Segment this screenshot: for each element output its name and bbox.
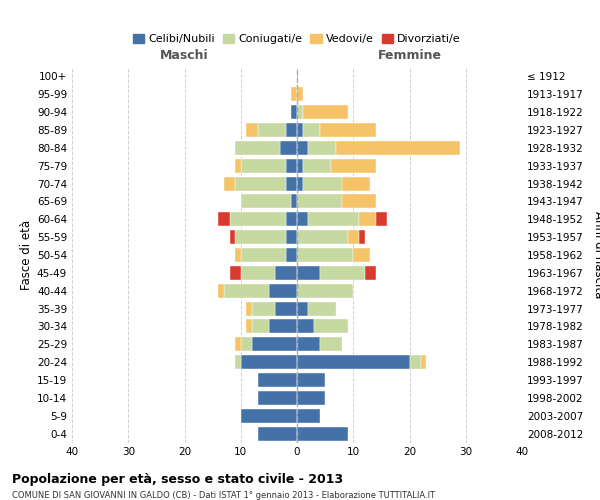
Bar bbox=[292, 88, 297, 101]
Bar bbox=[297, 159, 302, 172]
Bar bbox=[235, 230, 286, 244]
Bar bbox=[376, 212, 387, 226]
Bar bbox=[297, 105, 302, 119]
Bar bbox=[353, 248, 370, 262]
Bar bbox=[252, 338, 297, 351]
Text: Popolazione per età, sesso e stato civile - 2013: Popolazione per età, sesso e stato civil… bbox=[12, 472, 343, 486]
Bar bbox=[218, 284, 224, 298]
Bar bbox=[235, 159, 241, 172]
Text: COMUNE DI SAN GIOVANNI IN GALDO (CB) - Dati ISTAT 1° gennaio 2013 - Elaborazione: COMUNE DI SAN GIOVANNI IN GALDO (CB) - D… bbox=[12, 491, 435, 500]
Y-axis label: Anni di nascita: Anni di nascita bbox=[592, 212, 600, 298]
Bar bbox=[257, 426, 297, 440]
Bar bbox=[359, 212, 376, 226]
Bar bbox=[224, 176, 235, 190]
Bar bbox=[297, 212, 308, 226]
Bar bbox=[421, 355, 427, 369]
Bar bbox=[286, 176, 297, 190]
Bar bbox=[280, 141, 297, 155]
Bar bbox=[297, 230, 347, 244]
Bar bbox=[257, 391, 297, 405]
Bar bbox=[269, 320, 297, 334]
Bar bbox=[308, 212, 359, 226]
Bar bbox=[302, 176, 342, 190]
Bar bbox=[275, 266, 297, 280]
Bar bbox=[229, 266, 241, 280]
Bar bbox=[275, 302, 297, 316]
Bar bbox=[241, 248, 286, 262]
Bar bbox=[247, 123, 257, 137]
Bar bbox=[297, 338, 320, 351]
Bar bbox=[286, 123, 297, 137]
Bar bbox=[297, 355, 409, 369]
Bar bbox=[257, 123, 286, 137]
Bar bbox=[297, 176, 302, 190]
Bar bbox=[302, 123, 320, 137]
Bar bbox=[241, 338, 252, 351]
Bar bbox=[286, 248, 297, 262]
Bar bbox=[297, 373, 325, 387]
Bar bbox=[320, 266, 365, 280]
Bar bbox=[229, 212, 286, 226]
Bar bbox=[241, 355, 297, 369]
Bar bbox=[235, 355, 241, 369]
Bar bbox=[224, 284, 269, 298]
Bar bbox=[252, 320, 269, 334]
Text: Maschi: Maschi bbox=[160, 49, 209, 62]
Bar bbox=[241, 266, 275, 280]
Bar bbox=[297, 284, 353, 298]
Bar bbox=[229, 230, 235, 244]
Bar bbox=[297, 141, 308, 155]
Bar bbox=[257, 373, 297, 387]
Bar bbox=[297, 320, 314, 334]
Bar bbox=[247, 320, 252, 334]
Bar bbox=[241, 409, 297, 422]
Bar bbox=[297, 426, 347, 440]
Bar bbox=[297, 88, 302, 101]
Bar bbox=[297, 391, 325, 405]
Bar bbox=[292, 105, 297, 119]
Bar bbox=[342, 194, 376, 208]
Bar bbox=[297, 123, 302, 137]
Bar bbox=[308, 141, 337, 155]
Bar bbox=[314, 320, 347, 334]
Bar bbox=[247, 302, 252, 316]
Bar bbox=[218, 212, 229, 226]
Bar bbox=[241, 159, 286, 172]
Text: Femmine: Femmine bbox=[377, 49, 442, 62]
Bar bbox=[235, 141, 280, 155]
Bar bbox=[359, 230, 365, 244]
Bar bbox=[235, 248, 241, 262]
Bar bbox=[297, 302, 308, 316]
Bar bbox=[252, 302, 275, 316]
Bar bbox=[269, 284, 297, 298]
Bar bbox=[347, 230, 359, 244]
Bar bbox=[241, 194, 292, 208]
Bar bbox=[337, 141, 460, 155]
Bar bbox=[308, 302, 337, 316]
Bar bbox=[320, 338, 342, 351]
Bar bbox=[409, 355, 421, 369]
Bar bbox=[286, 230, 297, 244]
Bar bbox=[292, 194, 297, 208]
Bar bbox=[297, 194, 342, 208]
Legend: Celibi/Nubili, Coniugati/e, Vedovi/e, Divorziati/e: Celibi/Nubili, Coniugati/e, Vedovi/e, Di… bbox=[131, 32, 463, 46]
Bar bbox=[331, 159, 376, 172]
Bar bbox=[286, 212, 297, 226]
Bar bbox=[302, 159, 331, 172]
Bar bbox=[297, 248, 353, 262]
Bar bbox=[297, 266, 320, 280]
Bar bbox=[302, 105, 347, 119]
Bar bbox=[342, 176, 370, 190]
Bar bbox=[235, 176, 286, 190]
Bar bbox=[297, 409, 320, 422]
Y-axis label: Fasce di età: Fasce di età bbox=[20, 220, 33, 290]
Bar bbox=[286, 159, 297, 172]
Bar bbox=[365, 266, 376, 280]
Bar bbox=[235, 338, 241, 351]
Bar bbox=[320, 123, 376, 137]
